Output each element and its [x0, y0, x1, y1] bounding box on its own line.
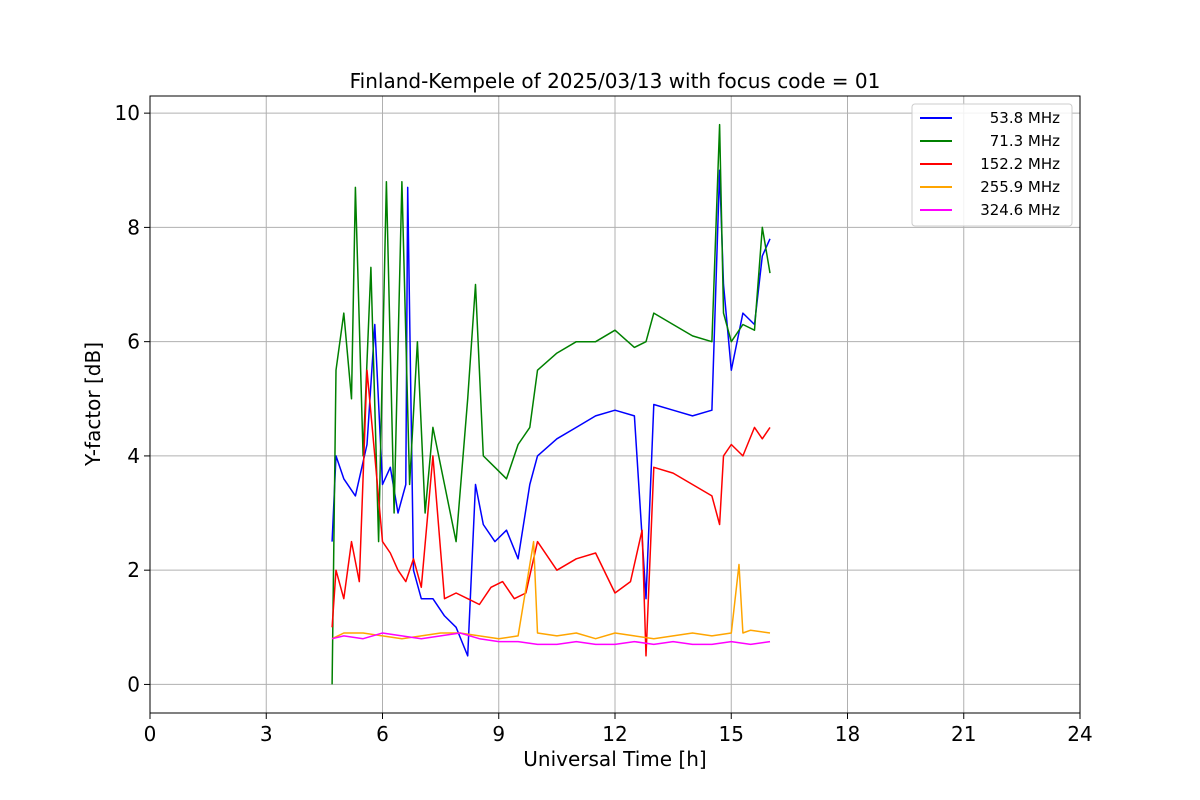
y-tick-label: 0: [127, 672, 140, 696]
y-tick-label: 2: [127, 558, 140, 582]
legend-entry-label: 324.6 MHz: [980, 201, 1060, 219]
legend-entry-label: 152.2 MHz: [980, 155, 1060, 173]
x-tick-label: 0: [144, 722, 157, 746]
x-tick-label: 21: [951, 722, 976, 746]
chart-title: Finland-Kempele of 2025/03/13 with focus…: [350, 69, 881, 93]
y-tick-label: 4: [127, 444, 140, 468]
series-line-0: [331, 169, 771, 657]
x-tick-label: 12: [602, 722, 627, 746]
y-tick-label: 10: [115, 101, 140, 125]
series-line-3: [331, 540, 771, 640]
x-axis-label: Universal Time [h]: [523, 747, 706, 771]
series-line-4: [331, 632, 771, 646]
x-tick-label: 9: [492, 722, 505, 746]
legend-entry-label: 255.9 MHz: [980, 178, 1060, 196]
x-tick-label: 24: [1067, 722, 1092, 746]
x-tick-label: 6: [376, 722, 389, 746]
series-group: [331, 123, 771, 685]
y-axis-label: Y-factor [dB]: [81, 342, 105, 467]
y-tick-label: 6: [127, 330, 140, 354]
series-line-2: [331, 369, 771, 657]
legend-entry-label: 53.8 MHz: [990, 109, 1060, 127]
legend: 53.8 MHz 71.3 MHz 152.2 MHz 255.9 MHz 32…: [911, 103, 1073, 227]
y-tick-label: 8: [127, 215, 140, 239]
x-tick-label: 15: [719, 722, 744, 746]
legend-box: [911, 103, 1073, 227]
series-line-1: [331, 123, 771, 685]
legend-items: 53.8 MHz 71.3 MHz 152.2 MHz 255.9 MHz 32…: [920, 109, 1060, 219]
x-tick-label: 3: [260, 722, 273, 746]
x-tick-label: 18: [835, 722, 860, 746]
legend-entry-label: 71.3 MHz: [990, 132, 1060, 150]
